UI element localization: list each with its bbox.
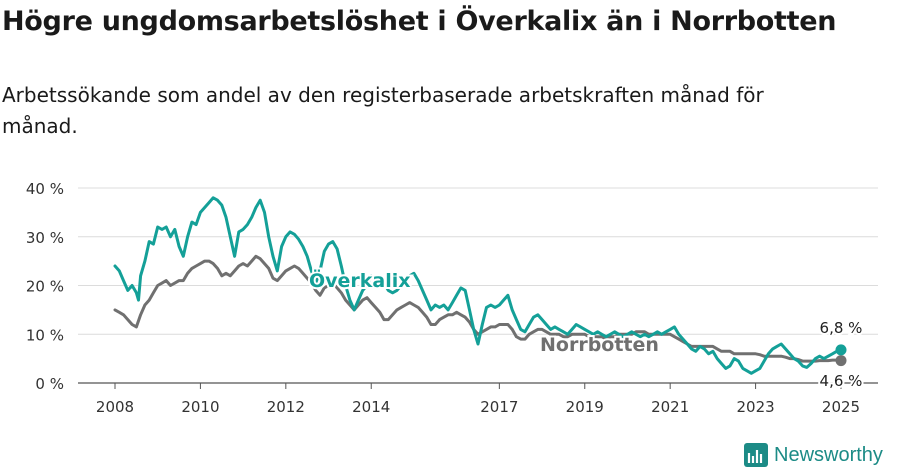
x-tick-label: 2021 — [651, 398, 689, 416]
end-point-överkalix — [835, 344, 847, 356]
series-label-norrbotten: Norrbotten — [540, 334, 659, 356]
end-value-label: 6,8 % — [820, 319, 863, 337]
series-lines — [113, 196, 847, 375]
brand-logo: Newsworthy — [744, 443, 883, 467]
x-tick-label: 2019 — [566, 398, 604, 416]
x-tick-label: 2017 — [480, 398, 518, 416]
x-tick-label: 2014 — [352, 398, 390, 416]
series-label-överkalix: Överkalix — [309, 268, 411, 292]
x-tick-label: 2012 — [267, 398, 305, 416]
x-tick-label: 2025 — [822, 398, 860, 416]
y-tick-label: 30 % — [26, 229, 64, 247]
y-axis-ticks: 0 % 10 % 20 % 30 % 40 % — [26, 180, 64, 393]
end-value-label: 4,6 % — [820, 372, 863, 390]
y-tick-label: 0 % — [35, 375, 64, 393]
chart-subtitle: Arbetssökande som andel av den registerb… — [2, 83, 764, 138]
chart-title: Högre ungdomsarbetslöshet i Överkalix än… — [2, 6, 837, 37]
x-tick-label: 2023 — [736, 398, 774, 416]
newsworthy-logo-icon — [744, 443, 768, 467]
x-tick-label: 2010 — [181, 398, 219, 416]
series-labels: Överkalix Norrbotten 6,8 % 4,6 % — [307, 266, 864, 392]
x-tick-label: 2008 — [96, 398, 134, 416]
x-axis: 2008 2010 2012 2014 2017 2019 2021 2023 2025 — [96, 383, 860, 416]
series-line-överkalix — [113, 196, 843, 375]
gridlines — [78, 187, 878, 384]
end-point-norrbotten — [835, 355, 847, 367]
brand-name: Newsworthy — [774, 443, 883, 466]
y-tick-label: 10 % — [26, 326, 64, 344]
series-line-norrbotten — [113, 254, 843, 363]
y-tick-label: 20 % — [26, 278, 64, 296]
y-tick-label: 40 % — [26, 180, 64, 198]
